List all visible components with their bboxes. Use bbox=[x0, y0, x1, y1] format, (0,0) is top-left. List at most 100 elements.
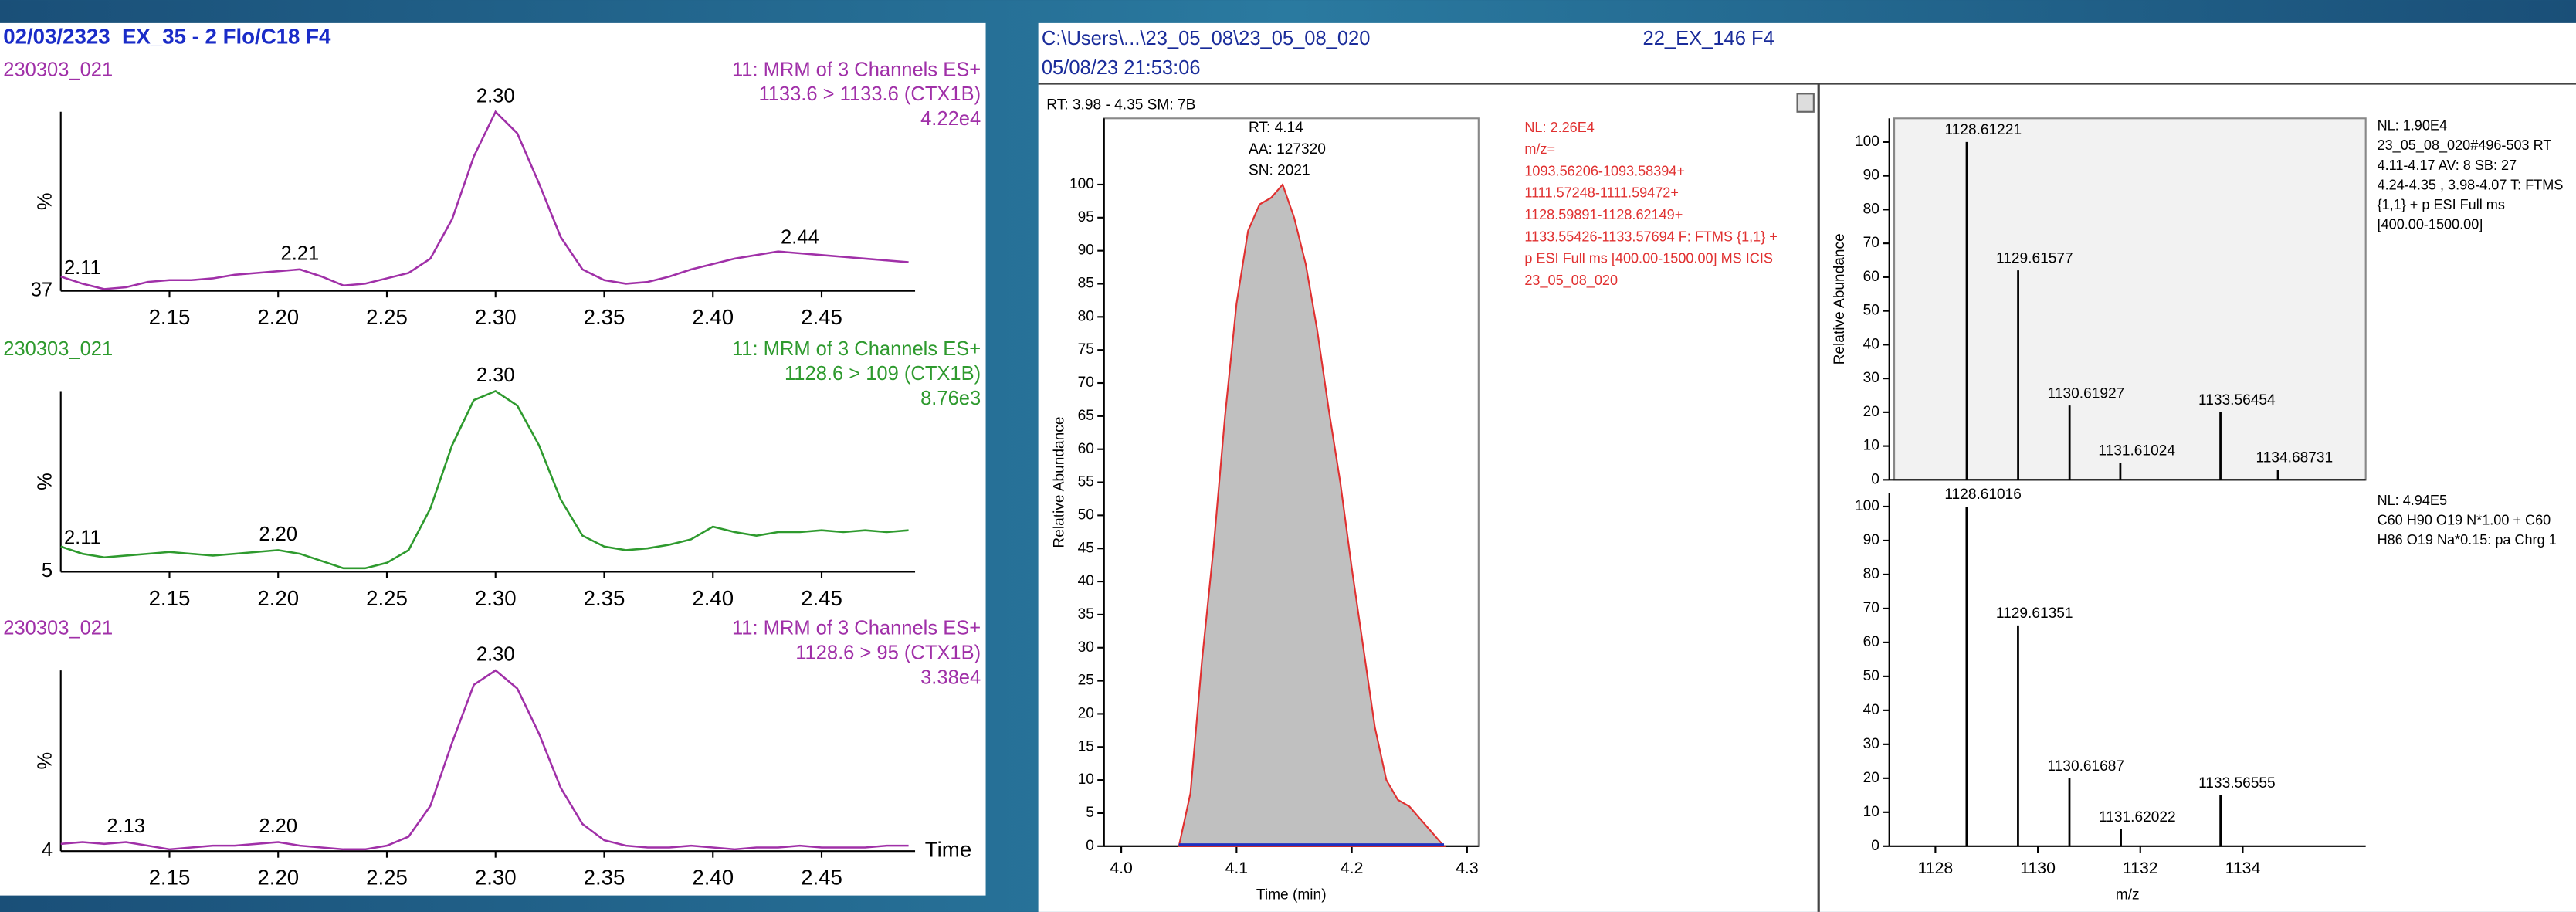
x-tick-label: 2.35 bbox=[584, 866, 625, 890]
peak-mz-label: 1130.61927 bbox=[2048, 385, 2125, 402]
y-tick-label: 50 bbox=[1078, 507, 1094, 523]
trace-info: 3.38e4 bbox=[920, 667, 981, 689]
y-tick-label: 20 bbox=[1078, 705, 1094, 721]
y-axis-label: % bbox=[34, 192, 56, 210]
x-axis-label: Time (min) bbox=[1256, 887, 1327, 904]
trace-info: 1128.6 > 109 (CTX1B) bbox=[785, 363, 981, 385]
peak-mz-label: 1128.61016 bbox=[1944, 487, 2022, 503]
y-tick-label: 20 bbox=[1863, 770, 1879, 786]
y-tick-label: 35 bbox=[1078, 606, 1094, 622]
y-tick-label: 60 bbox=[1863, 634, 1879, 650]
peak-annotation: AA: 127320 bbox=[1249, 141, 1326, 158]
left-panel bbox=[0, 23, 986, 896]
nl-info: NL: 2.26E4 bbox=[1524, 120, 1594, 135]
y-tick-label: 40 bbox=[1863, 702, 1879, 718]
x-tick-label: 4.2 bbox=[1341, 859, 1364, 877]
timestamp: 05/08/23 21:53:06 bbox=[1042, 57, 1201, 79]
spectrum-info: NL: 1.90E4 bbox=[2378, 118, 2447, 134]
y-tick-label: 60 bbox=[1863, 269, 1879, 285]
peak-label: 2.30 bbox=[476, 364, 515, 386]
y-axis-label: Relative Abundance bbox=[1051, 416, 1067, 548]
peak-mz-label: 1129.61351 bbox=[1996, 605, 2073, 622]
y-tick-label: 30 bbox=[1863, 370, 1879, 386]
nl-info: 23_05_08_020 bbox=[1524, 273, 1618, 289]
y-tick-label: 70 bbox=[1078, 375, 1094, 391]
page: {"header": {"left_title": "02/03/2323_EX… bbox=[0, 0, 2576, 912]
y-tick-label: 55 bbox=[1078, 474, 1094, 490]
range-info: RT: 3.98 - 4.35 SM: 7B bbox=[1046, 97, 1195, 113]
y-tick-label: 95 bbox=[1078, 209, 1094, 225]
peak-annotation: RT: 4.14 bbox=[1249, 120, 1303, 136]
y-offset-label: 37 bbox=[31, 279, 53, 300]
peak-label: 2.20 bbox=[259, 815, 297, 837]
x-tick-label: 2.30 bbox=[475, 305, 517, 329]
y-tick-label: 75 bbox=[1078, 341, 1094, 358]
x-tick-label: 2.45 bbox=[801, 866, 842, 890]
peak-mz-label: 1133.56454 bbox=[2198, 392, 2276, 409]
peak-label: 2.11 bbox=[64, 257, 101, 279]
trace-info: 11: MRM of 3 Channels ES+ bbox=[732, 59, 981, 80]
x-tick-label: 2.20 bbox=[257, 866, 299, 890]
y-tick-label: 45 bbox=[1078, 540, 1094, 556]
x-tick-label: 2.15 bbox=[149, 866, 191, 890]
x-tick-label: 4.1 bbox=[1225, 859, 1249, 877]
pin-button[interactable] bbox=[1798, 93, 1814, 111]
x-tick-label: 2.25 bbox=[366, 305, 408, 329]
y-tick-label: 15 bbox=[1078, 738, 1094, 754]
trace-info: 8.76e3 bbox=[920, 388, 981, 409]
y-offset-label: 5 bbox=[42, 560, 53, 581]
y-tick-label: 40 bbox=[1863, 336, 1879, 352]
trace-info: 11: MRM of 3 Channels ES+ bbox=[732, 338, 981, 360]
x-tick-label: 2.25 bbox=[366, 586, 408, 610]
screenshot: 02/03/2323_EX_35 - 2 Flo/C18 F4 C:\Users… bbox=[0, 0, 2576, 912]
trace-info: 1128.6 > 95 (CTX1B) bbox=[795, 642, 981, 664]
y-tick-label: 50 bbox=[1863, 303, 1879, 319]
nl-info: 1111.57248-1111.59472+ bbox=[1524, 185, 1679, 201]
sample-name: 230303_021 bbox=[3, 338, 113, 360]
y-tick-label: 40 bbox=[1078, 573, 1094, 589]
y-tick-label: 10 bbox=[1863, 438, 1879, 454]
plot-frame bbox=[1894, 118, 2366, 480]
y-tick-label: 50 bbox=[1863, 668, 1879, 684]
y-tick-label: 65 bbox=[1078, 408, 1094, 424]
sample-name: 230303_021 bbox=[3, 618, 113, 639]
peak-mz-label: 1130.61687 bbox=[2047, 758, 2124, 775]
x-tick-label: 2.30 bbox=[475, 866, 517, 890]
y-tick-label: 30 bbox=[1863, 736, 1879, 752]
y-tick-label: 60 bbox=[1078, 441, 1094, 457]
x-tick-label: 2.15 bbox=[149, 586, 191, 610]
x-tick-label: 1134 bbox=[2225, 859, 2261, 877]
x-tick-label: 2.35 bbox=[584, 305, 625, 329]
x-tick-label: 2.15 bbox=[149, 305, 191, 329]
peak-label: 2.44 bbox=[781, 227, 819, 249]
x-tick-label: 2.40 bbox=[692, 586, 734, 610]
nl-info: m/z= bbox=[1524, 141, 1555, 157]
nl-info: 1093.56206-1093.58394+ bbox=[1524, 163, 1685, 178]
x-tick-label: 2.35 bbox=[584, 586, 625, 610]
y-tick-label: 0 bbox=[1871, 471, 1879, 487]
peak-label: 2.21 bbox=[281, 242, 320, 264]
y-tick-label: 10 bbox=[1863, 804, 1879, 820]
spectrum-info: H86 O19 Na*0.15: pa Chrg 1 bbox=[2378, 532, 2557, 548]
y-tick-label: 80 bbox=[1863, 566, 1879, 582]
peak-mz-label: 1131.62022 bbox=[2099, 809, 2176, 826]
y-tick-label: 80 bbox=[1863, 201, 1879, 217]
y-tick-label: 30 bbox=[1078, 639, 1094, 656]
y-tick-label: 90 bbox=[1863, 168, 1879, 184]
spectrum-info: 4.24-4.35 , 3.98-4.07 T: FTMS bbox=[2378, 177, 2564, 192]
x-tick-label: 1128 bbox=[1918, 859, 1954, 877]
y-tick-label: 100 bbox=[1855, 134, 1879, 150]
x-axis-label: Time bbox=[925, 837, 971, 861]
sample-name: 230303_021 bbox=[3, 59, 113, 80]
trace-info: 4.22e4 bbox=[920, 108, 981, 130]
x-tick-label: 2.40 bbox=[692, 866, 734, 890]
spectrum-info: NL: 4.94E5 bbox=[2378, 493, 2447, 508]
nl-info: 1133.55426-1133.57694 F: FTMS {1,1} + bbox=[1524, 229, 1777, 244]
x-tick-label: 1132 bbox=[2123, 859, 2158, 877]
y-tick-label: 20 bbox=[1863, 404, 1879, 420]
y-tick-label: 100 bbox=[1855, 498, 1879, 514]
x-tick-label: 2.20 bbox=[257, 305, 299, 329]
y-tick-label: 90 bbox=[1078, 242, 1094, 259]
spectrum-info: C60 H90 O19 N*1.00 + C60 bbox=[2378, 512, 2551, 527]
y-tick-label: 25 bbox=[1078, 673, 1094, 689]
